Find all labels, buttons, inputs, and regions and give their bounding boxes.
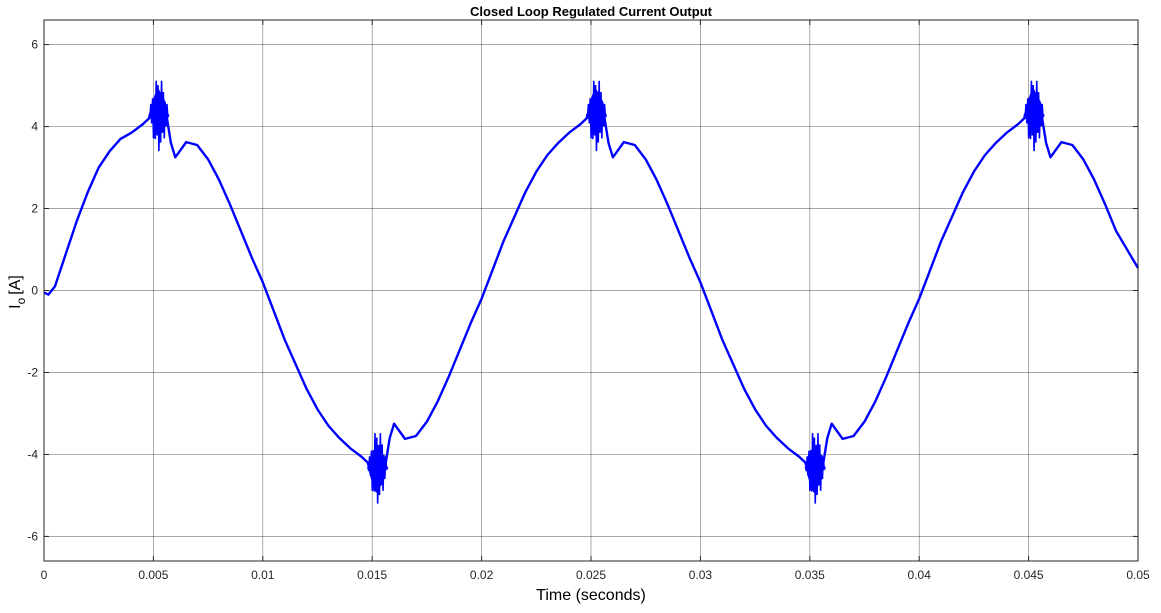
ripple-burst	[585, 80, 608, 152]
y-tick-label: -4	[27, 447, 38, 461]
y-axis-label-main: I	[7, 304, 24, 308]
ripple-burst	[148, 80, 170, 152]
x-tick-labels: 0 0.005 0.01 0.015 0.02 0.025 0.03 0.035 0.04 0.0…	[41, 568, 1150, 582]
y-tick-label: 6	[31, 38, 38, 52]
x-axis-label: Time (seconds)	[536, 587, 646, 604]
x-tick-label: 0.015	[357, 568, 387, 582]
y-axis-label-unit: [A]	[7, 275, 24, 295]
y-tick-label: 4	[31, 120, 38, 134]
x-tick-label: 0.05	[1126, 568, 1150, 582]
x-tick-label: 0.01	[251, 568, 275, 582]
x-tick-label: 0.035	[795, 568, 825, 582]
grid-lines	[43, 20, 1139, 561]
ripple-burst	[367, 433, 389, 504]
x-tick-label: 0.005	[138, 568, 168, 582]
y-axis-label-subscript: o	[14, 297, 28, 304]
chart-title: Closed Loop Regulated Current Output	[470, 4, 713, 19]
y-tick-label: -6	[27, 529, 38, 543]
y-axis-label: Io [A]	[7, 275, 28, 309]
x-tick-label: 0.04	[908, 568, 932, 582]
x-tick-label: 0	[41, 568, 48, 582]
y-tick-label: 2	[31, 202, 38, 216]
ripple-burst	[804, 433, 826, 504]
x-tick-label: 0.02	[470, 568, 494, 582]
ripple-burst	[1023, 80, 1045, 152]
y-tick-labels: -6 -4 -2 0 2 4 6	[27, 38, 38, 544]
plot-frame	[43, 19, 1139, 562]
y-tick-label: 0	[31, 284, 38, 298]
x-tick-label: 0.03	[689, 568, 713, 582]
series-layer	[43, 80, 1140, 504]
y-tick-label: -2	[27, 365, 38, 379]
x-tick-label: 0.045	[1014, 568, 1044, 582]
x-tick-label: 0.025	[576, 568, 606, 582]
